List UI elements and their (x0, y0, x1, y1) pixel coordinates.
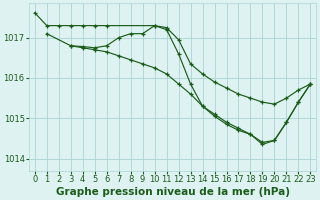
X-axis label: Graphe pression niveau de la mer (hPa): Graphe pression niveau de la mer (hPa) (56, 187, 290, 197)
